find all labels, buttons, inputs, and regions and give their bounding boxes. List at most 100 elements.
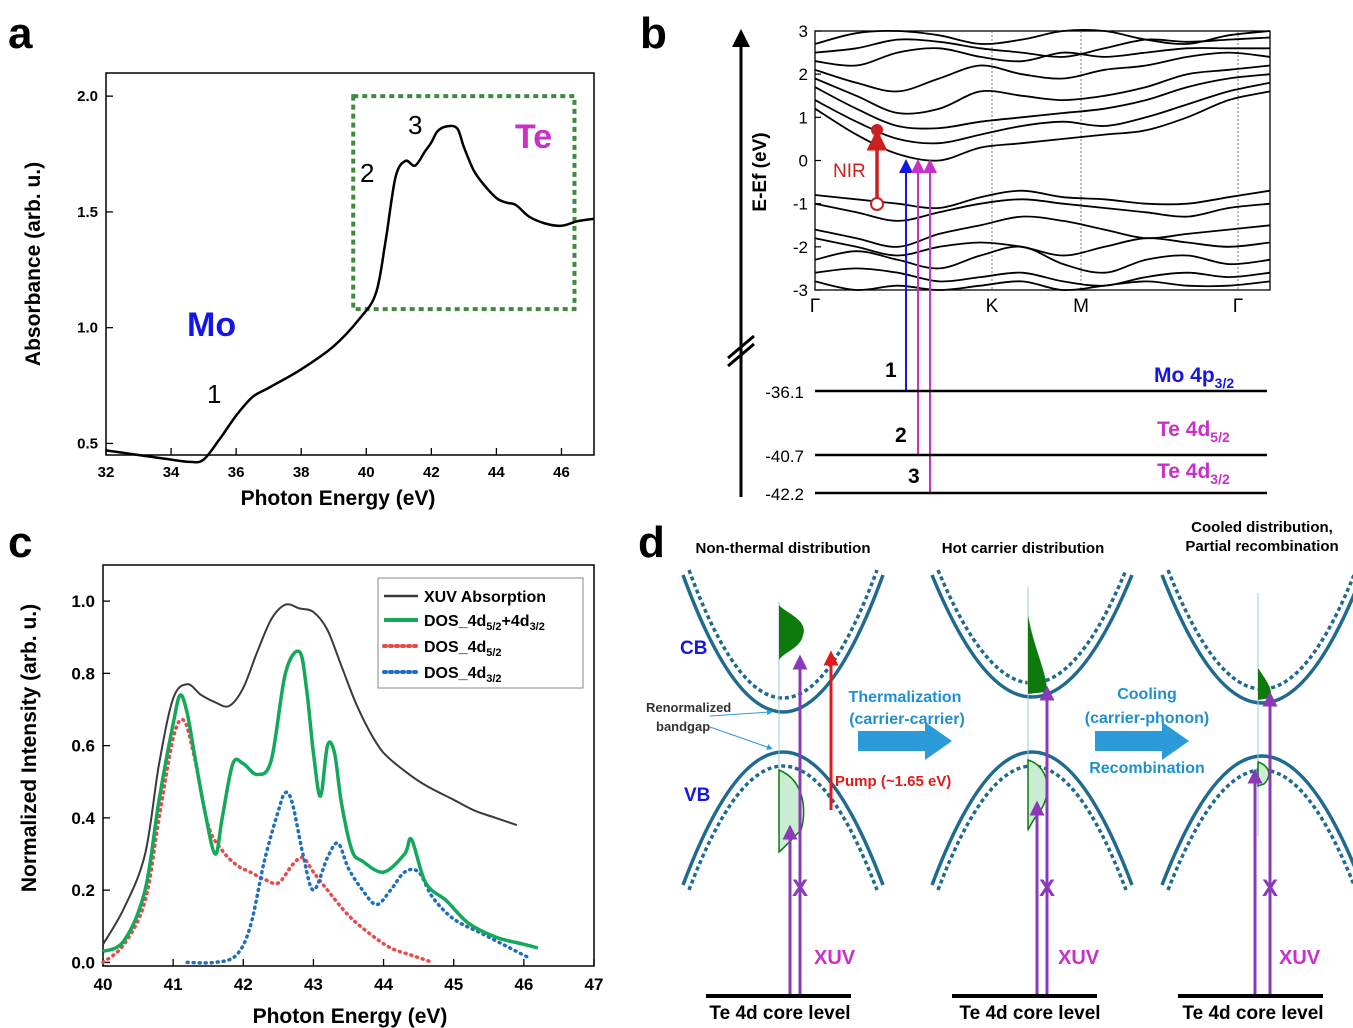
- panel-a-plot-frame: [105, 72, 595, 456]
- core-label-mo: Mo 4p3/2: [1154, 364, 1234, 391]
- dos-4d32-line: [185, 790, 533, 965]
- xuv-absorption-line: [102, 603, 518, 945]
- recombination-label: Recombination: [1089, 760, 1205, 777]
- peak-label-1: 1: [207, 379, 221, 409]
- band-line-8: [814, 189, 1271, 210]
- d-title-3-line-2: Partial recombination: [1185, 538, 1338, 555]
- vb-ground-curve: [1166, 768, 1353, 891]
- c-xtick-label-2: 42: [234, 975, 253, 994]
- panel-label-d: d: [638, 518, 665, 567]
- peak-label-2: 2: [360, 158, 374, 188]
- hole-distribution: [1257, 760, 1270, 788]
- b-ytick-label-3: 0: [799, 152, 808, 171]
- panel-a-ticks: 32 34 36 38 40 42 44 460.51.01.52.0: [77, 88, 570, 481]
- electron-distribution: [779, 605, 804, 660]
- d-title-3-line-1: Cooled distribution,: [1191, 519, 1333, 536]
- band-line-10: [814, 215, 1271, 248]
- c-xtick-label-5: 45: [444, 975, 463, 994]
- legend-total-sub2: 3/2: [530, 621, 545, 633]
- c-xtick-label-3: 43: [304, 975, 323, 994]
- renorm-pointer-2: [709, 726, 773, 750]
- panel-label-a: a: [8, 9, 33, 58]
- d-title-2: Hot carrier distribution: [942, 540, 1105, 557]
- core-label-mo-sub: 3/2: [1215, 375, 1235, 391]
- vb-ground-curve: [687, 764, 879, 891]
- panel-a-xlabel: Photon Energy (eV): [241, 487, 436, 510]
- b-ytick-label-6: -3: [793, 281, 808, 300]
- d-stage-3: X: [1160, 569, 1353, 996]
- blocked-transition-x: X: [1262, 875, 1278, 902]
- band-lines: [814, 29, 1271, 291]
- panel-c-ticks: 40 41 42 43 44 45 46 47 0.0 0.2 0.4 0.6 0.8 1.0: [71, 592, 603, 994]
- band-line-14: [814, 280, 1271, 291]
- cooling-label-1: Cooling: [1117, 686, 1177, 703]
- c-ytick-label-0: 0.0: [71, 953, 95, 972]
- a-ytick-label-1: 1.0: [77, 320, 98, 337]
- cb-renormalized-curve: [1160, 574, 1353, 705]
- a-xtick-label-2: 36: [228, 464, 245, 481]
- c-ytick-label-1: 0.2: [71, 881, 95, 900]
- band-line-7: [814, 90, 1271, 162]
- core-label-te32-sub: 3/2: [1210, 471, 1230, 487]
- c-xtick-label-4: 44: [374, 975, 393, 994]
- core-energy-te52: -40.7: [765, 447, 804, 466]
- core-energy-te32: -42.2: [765, 485, 804, 504]
- b-ytick-label-4: -1: [793, 195, 808, 214]
- core-label-te52-sub: 5/2: [1210, 429, 1230, 445]
- renorm-label-line2: bandgap: [656, 719, 710, 734]
- d-title-3: Cooled distribution, Partial recombinatio…: [1185, 519, 1338, 555]
- panel-a-absorbance-chart: 32 34 36 38 40 42 44 460.51.01.52.0 Photon Ener…: [22, 72, 595, 510]
- xuv-label-2: XUV: [1058, 947, 1100, 969]
- a-xtick-label-7: 46: [553, 464, 570, 481]
- band-line-3: [814, 51, 1271, 93]
- core-level-label-2: Te 4d core level: [959, 1003, 1100, 1024]
- thermalization-arrow: [858, 722, 952, 760]
- b-ytick-label-0: 3: [799, 22, 808, 41]
- panel-label-b: b: [640, 9, 667, 58]
- legend-label-total: DOS_4d5/2+4d3/2: [424, 613, 545, 633]
- k-label-2: M: [1073, 296, 1089, 317]
- b-ytick-label-2: 1: [799, 108, 808, 127]
- d-stage-1: X: [681, 569, 885, 996]
- panel-c-xlabel: Photon Energy (eV): [253, 1005, 448, 1028]
- legend-52-sub: 5/2: [486, 647, 501, 659]
- electron-distribution: [1028, 615, 1047, 694]
- cb-label: CB: [680, 638, 707, 659]
- axis-break-mark-1: [727, 334, 755, 360]
- core-marker-1: 1: [885, 359, 897, 382]
- vb-label: VB: [684, 785, 710, 806]
- core-label-te52: Te 4d5/2: [1157, 418, 1230, 445]
- dos-4d52-line: [101, 717, 435, 965]
- a-xtick-label-6: 44: [488, 464, 505, 481]
- k-label-0: Γ: [810, 296, 820, 317]
- nir-excited-state: [871, 124, 883, 136]
- a-ytick-label-3: 2.0: [77, 88, 98, 105]
- legend-label-xuv: XUV Absorption: [424, 589, 546, 606]
- legend-32-sub: 3/2: [486, 673, 501, 685]
- cb-renormalized-curve: [681, 574, 885, 714]
- k-label-1: K: [986, 296, 999, 317]
- dos-total-line: [102, 649, 539, 954]
- xuv-label-3: XUV: [1279, 947, 1321, 969]
- core-label-mo-main: Mo 4p: [1154, 364, 1215, 387]
- mo-label: Mo: [187, 306, 236, 344]
- blocked-transition-x: X: [792, 875, 808, 902]
- cb-renormalized-curve: [930, 574, 1134, 699]
- d-title-1: Non-thermal distribution: [696, 540, 871, 557]
- panel-c-dos-chart: 40 41 42 43 44 45 46 47 0.0 0.2 0.4 0.6 0.8 1.0 Photo…: [18, 564, 603, 1028]
- a-xtick-label-1: 34: [163, 464, 180, 481]
- legend-total-mid: +4d: [502, 613, 530, 630]
- panel-label-c: c: [8, 518, 32, 567]
- band-line-0: [814, 29, 1271, 45]
- band-line-5: [814, 73, 1271, 130]
- core-label-te32-main: Te 4d: [1157, 460, 1210, 483]
- vb-renormalized-curve: [1160, 754, 1353, 886]
- legend-52-main: DOS_4d: [424, 639, 486, 656]
- a-ytick-label-0: 0.5: [77, 435, 98, 452]
- cb-ground-curve: [936, 569, 1128, 685]
- k-label-3: Γ: [1233, 296, 1243, 317]
- c-xtick-label-6: 46: [514, 975, 533, 994]
- panel-c-ylabel: Normalized Intensity (arb. u.): [18, 604, 41, 892]
